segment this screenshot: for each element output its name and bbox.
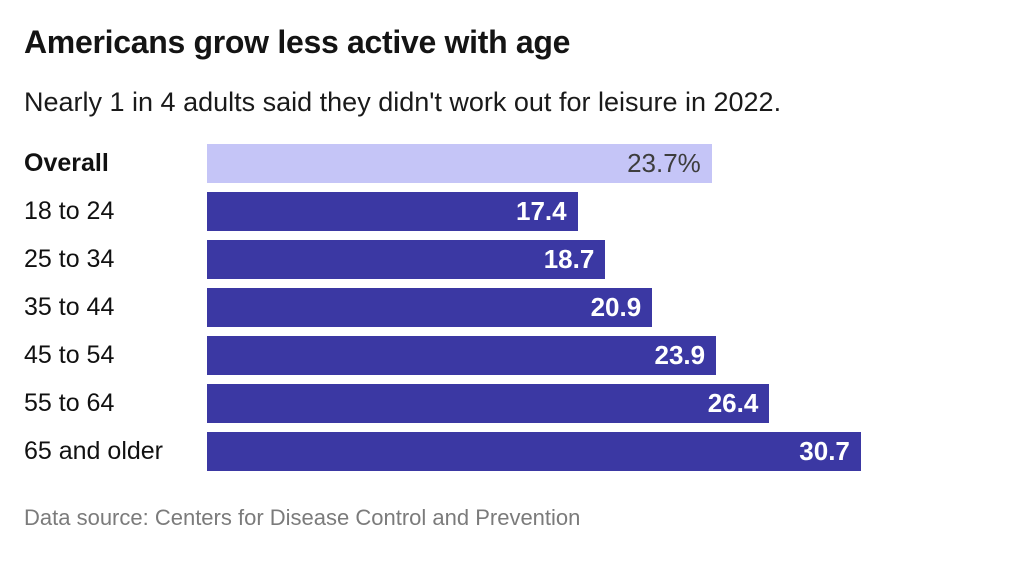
bar: 17.4 <box>207 192 578 231</box>
category-label: 18 to 24 <box>24 197 115 225</box>
bar: 30.7 <box>207 432 861 471</box>
bar: 20.9 <box>207 288 653 327</box>
category-label: 35 to 44 <box>24 293 115 321</box>
chart-row: 35 to 44 20.9 <box>24 288 995 327</box>
category-label: 25 to 34 <box>24 245 115 273</box>
value-label: 18.7 <box>543 244 595 274</box>
chart-title: Americans grow less active with age <box>24 24 571 60</box>
bar: 23.9 <box>207 336 717 375</box>
category-label: 45 to 54 <box>24 341 115 369</box>
category-label: Overall <box>24 149 109 177</box>
category-label: 65 and older <box>24 437 164 465</box>
bar-chart: Overall 23.7% 18 to 24 17.4 25 to 34 18.7 35 t… <box>24 144 995 471</box>
value-label: 30.7 <box>799 436 850 466</box>
chart-container: Americans grow less active with age Near… <box>0 22 1019 531</box>
chart-row: 18 to 24 17.4 <box>24 192 995 231</box>
chart-row: 25 to 34 18.7 <box>24 240 995 279</box>
value-label: 20.9 <box>590 292 642 322</box>
data-source-note: Data source: Centers for Disease Control… <box>24 505 581 530</box>
bar: 23.7% <box>207 144 712 183</box>
chart-row: Overall 23.7% <box>24 144 995 183</box>
bar: 26.4 <box>207 384 770 423</box>
chart-row: 45 to 54 23.9 <box>24 336 995 375</box>
bar: 18.7 <box>207 240 606 279</box>
value-label: 26.4 <box>707 388 759 418</box>
chart-subtitle: Nearly 1 in 4 adults said they didn't wo… <box>24 87 782 117</box>
chart-row: 55 to 64 26.4 <box>24 384 995 423</box>
category-label: 55 to 64 <box>24 389 115 417</box>
chart-row: 65 and older 30.7 <box>24 432 995 471</box>
value-label: 23.7% <box>627 148 701 178</box>
value-label: 23.9 <box>654 340 706 370</box>
value-label: 17.4 <box>515 196 567 226</box>
